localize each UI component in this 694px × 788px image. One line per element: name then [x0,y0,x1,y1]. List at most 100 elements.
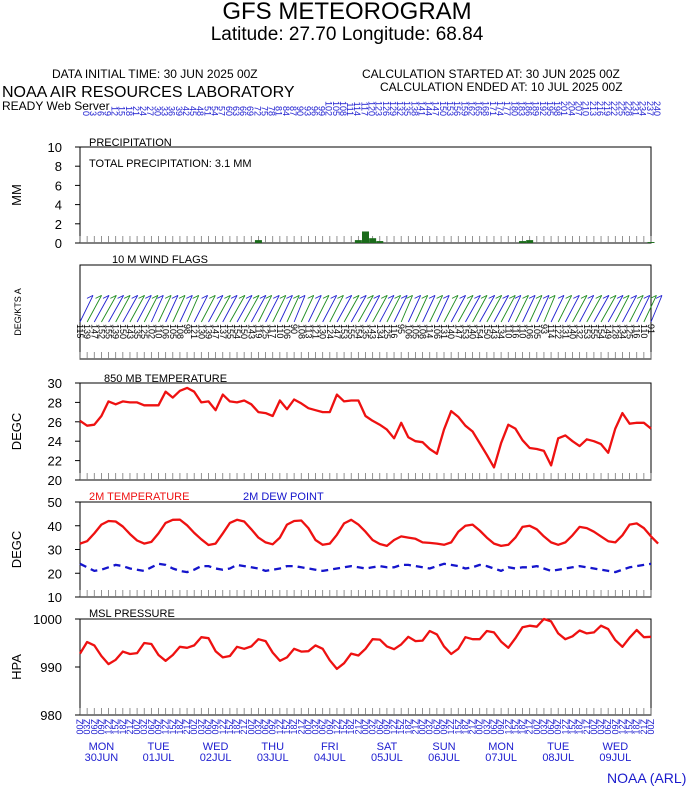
time-hour-label: 18Z [232,719,242,735]
wind-barb-shaft [429,295,444,323]
time-hour-label: 03Z [82,719,92,735]
wind-barb-flag [186,294,193,299]
forecast-hour-label: 81 [274,106,284,116]
forecast-hour-label: 138 [409,101,419,116]
time-hour-label: 09Z [154,719,164,735]
wind-barb-flag [421,294,428,299]
forecast-hour-label: 216 [595,101,605,116]
forecast-hour-label: 234 [638,101,648,116]
wind-barb-shaft [186,295,200,323]
wind-direction-label: 121 [311,324,321,339]
forecast-hour-label: 60 [224,106,234,116]
wind-barb-flag [622,294,630,299]
wind-barb-shaft [572,295,588,323]
time-hour-label: 15Z [510,719,520,735]
wind-barb-flag [151,294,159,299]
wind-direction-label: 147 [211,324,221,339]
wind-direction-label: 116 [389,324,399,338]
wind-direction-label: 135 [361,324,371,339]
precipitation-total: TOTAL PRECIPITATION: 3.1 MM [89,158,252,170]
t850-y-tick-label: 28 [48,395,62,410]
wind-direction-label: 124 [325,324,335,339]
t850-y-axis-label: DEGC [9,413,24,451]
forecast-hour-label: 183 [516,101,526,116]
wind-barb-shaft [101,295,117,323]
wind-barb-shaft [336,295,353,323]
wind-barb-flag [528,294,536,299]
time-hour-label: 00Z [646,719,656,735]
time-hour-label: 00Z [303,719,313,735]
time-hour-label: 03Z [425,719,435,735]
wind-barb-shaft [200,295,216,323]
wind-barb-shaft [122,295,139,323]
wind-barb-flag [381,294,388,299]
wind-direction-label: 150 [118,324,128,339]
forecast-hour-label: 51 [202,106,212,116]
time-hour-label: 00Z [246,719,256,735]
wind-direction-label: 147 [453,324,463,339]
forecast-hour-label: 63 [231,106,241,116]
wind-barb-shaft [108,295,124,323]
precipitation-title: PRECIPITATION [89,137,172,149]
t2m-y-tick-label: 10 [48,590,62,605]
time-hour-label: 03Z [539,719,549,735]
wind-barb-shaft [329,295,344,323]
wind-barb-flag [373,294,380,299]
wind-direction-label: 143 [489,324,499,339]
t850-y-tick-label: 26 [48,415,62,430]
wind-direction-label: 125 [261,324,271,339]
wind-direction-label: 140 [446,324,456,339]
time-hour-label: 03Z [139,719,149,735]
wind-direction-label: 134 [375,324,385,339]
data-initial-time: DATA INITIAL TIME: 30 JUN 2025 00Z [52,67,258,81]
forecast-hour-label: 30 [152,106,162,116]
wind-barb-shaft [143,295,159,323]
day-date-label: 05JUL [371,752,403,764]
forecast-hour-label: 102 [324,101,334,116]
wind-direction-label: 119 [253,324,263,338]
time-hour-label: 06Z [89,719,99,735]
mslp-y-axis-label: HPA [9,654,24,680]
wind-direction-label: 125 [625,324,635,339]
forecast-hour-label: 93 [302,106,312,116]
wind-direction-label: 154 [232,324,242,339]
time-hour-label: 15Z [111,719,121,735]
wind-barb-flag [630,294,637,299]
forecast-hour-label: 177 [502,101,512,116]
wind-y-axis-label: DEG/KTS A [13,288,23,336]
forecast-hour-label: 231 [631,101,641,116]
forecast-hour-label: 141 [416,101,426,116]
forecast-hour-label: 0 [81,111,91,116]
wind-barb-flag [224,294,231,299]
time-hour-label: 00Z [75,719,85,735]
forecast-hour-label: 6 [95,111,105,116]
time-hour-label: 06Z [261,719,271,735]
time-hour-label: 12Z [104,719,114,735]
forecast-hour-label: 201 [559,101,569,116]
wind-barb-flag [360,294,367,299]
wind-direction-label: 106 [525,324,535,339]
wind-direction-label: 105 [410,324,420,339]
day-name-label: MON [488,741,514,753]
forecast-hour-label: 213 [588,101,598,116]
forecast-hour-label: 162 [466,101,476,116]
precipitation-bar [354,240,362,243]
forecast-hour-label: 192 [538,101,548,116]
wind-barb-flag [131,294,138,299]
wind-direction-label: 150 [239,324,249,339]
wind-direction-label: 113 [303,324,313,338]
wind-barb-flag [201,294,208,299]
time-hour-label: 03Z [482,719,492,735]
t850-y-tick-label: 20 [48,473,62,488]
forecast-hour-label: 117 [359,102,369,116]
wind-barb-flag [178,294,186,299]
wind-barb-flag [102,294,110,299]
forecast-hour-label: 156 [452,101,462,116]
wind-direction-label: 143 [368,324,378,339]
wind-direction-label: 154 [353,324,363,339]
t2m-y-tick-label: 30 [48,543,62,558]
wind-barb-shaft [379,295,395,323]
wind-barb-shaft [450,295,466,323]
wind-barb-flag [609,294,617,299]
forecast-hour-label: 174 [495,101,505,116]
